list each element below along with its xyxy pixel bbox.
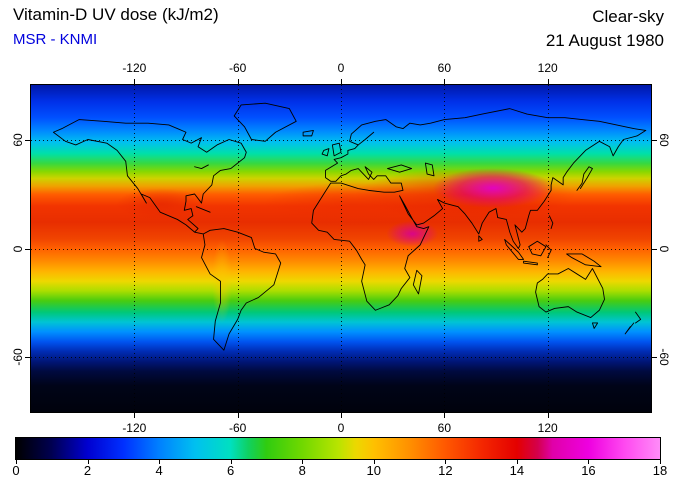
colorbar-tick xyxy=(16,460,17,464)
colorbar-gradient xyxy=(16,438,660,459)
coastline-great-lakes xyxy=(195,165,209,169)
lon-tick-label-bottom: 120 xyxy=(537,421,558,435)
axis-tick-bottom xyxy=(444,413,446,418)
axis-tick-top xyxy=(444,79,446,84)
coastline-iceland xyxy=(303,130,313,135)
axis-tick-top xyxy=(134,79,136,84)
lat-tick-label-left: -60 xyxy=(11,348,25,367)
colorbar-tick-label: 16 xyxy=(581,463,596,478)
axis-tick-bottom xyxy=(134,413,136,418)
lat-tick-label-left: 60 xyxy=(11,132,25,147)
colorbar-tick-label: 6 xyxy=(227,463,235,478)
coastline-greenland xyxy=(234,103,296,141)
world-uv-map: -120 -60 0 60 120 -120 -60 0 60 120 60 0… xyxy=(11,61,671,435)
coastline-philippines xyxy=(549,216,552,229)
gridline-lat xyxy=(31,139,651,141)
colorbar-tick xyxy=(588,460,590,464)
colorbar-tick-label: 12 xyxy=(438,463,453,478)
coastline-ireland xyxy=(322,149,329,156)
condition-date-block: Clear-sky 21 August 1980 xyxy=(546,5,664,53)
colorbar-tick xyxy=(516,460,518,464)
coastlines-svg xyxy=(31,85,651,412)
axis-tick-top xyxy=(341,79,342,84)
axis-tick-left xyxy=(25,248,30,250)
coastline-tasmania xyxy=(592,323,597,328)
colorbar-tick xyxy=(302,460,304,464)
lon-tick-label-bottom: -120 xyxy=(122,421,147,435)
gridline-lat xyxy=(31,357,651,359)
dataset-source-label: MSR - KNMI xyxy=(13,31,98,48)
colorbar-tick-label: 0 xyxy=(12,463,20,478)
colorbar-tick-label: 18 xyxy=(652,463,668,478)
lon-tick-label-top: 120 xyxy=(537,61,558,75)
coastline-britain xyxy=(332,143,341,156)
axis-tick-right xyxy=(652,248,657,250)
coastline-japan xyxy=(577,167,593,191)
axis-tick-top xyxy=(237,79,239,84)
page-title: Vitamin-D UV dose (kJ/m2) xyxy=(13,5,219,24)
lat-tick-label-left: 0 xyxy=(11,245,25,252)
coastline-cuba xyxy=(196,207,210,212)
coastline-sumatra xyxy=(505,239,524,259)
coastline-caspian-sea xyxy=(425,163,434,176)
axis-tick-top xyxy=(547,79,549,84)
colorbar-tick-label: 2 xyxy=(83,463,92,478)
lon-tick-label-top: -120 xyxy=(122,61,147,75)
lon-tick-label-bottom: 60 xyxy=(437,421,452,435)
date-label: 21 August 1980 xyxy=(545,31,664,50)
coastline-australia xyxy=(536,268,605,317)
lat-tick-label-right: 60 xyxy=(657,132,671,147)
gridline-lat xyxy=(31,248,651,250)
colorbar: 0 2 4 6 8 10 12 14 16 18 xyxy=(12,437,667,478)
axis-tick-right xyxy=(652,139,657,141)
coastline-java xyxy=(524,261,538,265)
colorbar-tick xyxy=(660,460,661,464)
lat-tick-label-right: 0 xyxy=(657,245,671,252)
colorbar-tick xyxy=(159,460,161,464)
axis-tick-bottom xyxy=(547,413,549,418)
coastline-borneo xyxy=(529,241,546,256)
colorbar-tick-label: 10 xyxy=(366,463,381,478)
axis-tick-bottom xyxy=(341,413,342,418)
colorbar-tick xyxy=(87,460,89,464)
lon-tick-label-top: 60 xyxy=(437,61,452,75)
coastline-new-zealand xyxy=(625,312,641,334)
sky-condition-label: Clear-sky xyxy=(592,7,664,26)
coastline-americas xyxy=(53,120,280,351)
colorbar-tick xyxy=(373,460,375,464)
lat-tick-label-right: -60 xyxy=(657,348,671,367)
colorbar-tick xyxy=(445,460,447,464)
lon-tick-label-top: 0 xyxy=(337,61,345,75)
coastline-new-guinea xyxy=(567,254,601,267)
colorbar-tick-label: 4 xyxy=(155,463,163,478)
colorbar-tick xyxy=(230,460,232,464)
coastline-sri-lanka xyxy=(479,236,482,241)
lon-tick-label-bottom: -60 xyxy=(228,421,247,435)
colorbar-tick-label: 14 xyxy=(509,463,525,478)
colorbar-tick-label: 8 xyxy=(298,463,306,478)
axis-tick-left xyxy=(25,139,30,141)
axis-tick-bottom xyxy=(237,413,239,418)
axis-tick-left xyxy=(25,357,30,359)
lon-tick-label-bottom: 0 xyxy=(337,421,345,435)
coastline-eurafrica xyxy=(312,109,646,311)
axis-tick-right xyxy=(652,357,657,359)
coastline-black-sea xyxy=(388,165,412,172)
lon-tick-label-top: -60 xyxy=(228,61,247,75)
coastline-madagascar xyxy=(413,270,422,294)
